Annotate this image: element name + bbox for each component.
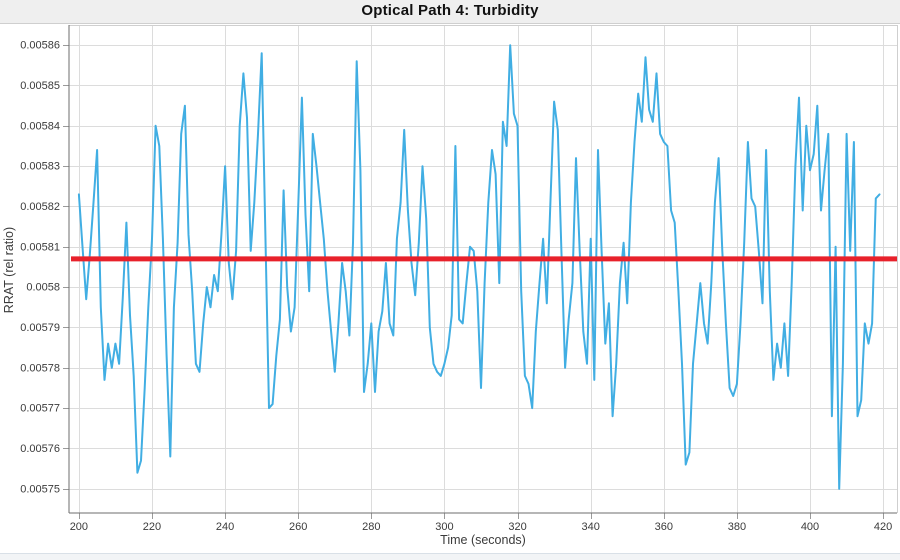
x-tick-label: 300 [435,521,453,533]
x-tick-label: 220 [143,521,161,533]
x-tick-label: 260 [289,521,307,533]
y-tick-label: 0.0058 [26,282,60,294]
y-tick-label: 0.00586 [20,40,60,52]
y-tick-label: 0.00584 [20,120,60,132]
y-tick-label: 0.00581 [20,241,60,253]
chart-title-bar: Optical Path 4: Turbidity [0,0,900,24]
y-tick-label: 0.00579 [20,322,60,334]
plot-border [69,25,898,513]
x-tick-label: 420 [874,521,892,533]
y-tick-label: 0.00577 [20,403,60,415]
x-tick-label: 400 [801,521,819,533]
x-axis-title: Time (seconds) [440,533,526,547]
y-tick-label: 0.00583 [20,161,60,173]
y-tick-label: 0.00582 [20,201,60,213]
x-tick-label: 280 [362,521,380,533]
footer-strip [0,553,900,560]
y-tick-label: 0.00575 [20,483,60,495]
x-tick-label: 240 [216,521,234,533]
x-tick-label: 340 [581,521,599,533]
data-series-line [77,44,881,490]
y-tick-label: 0.00576 [20,443,60,455]
x-tick-label: 320 [508,521,526,533]
tick-labels: 0.00575 0.00576 0.00577 0.00578 0.00579 0.005… [20,40,892,533]
y-axis-title: RRAT (rel ratio) [2,226,16,314]
y-tick-label: 0.00578 [20,362,60,374]
y-tick-label: 0.00585 [20,80,60,92]
x-tick-label: 380 [728,521,746,533]
x-tick-label: 360 [655,521,673,533]
axes [68,25,897,514]
plot-area [69,25,897,513]
chart-title: Optical Path 4: Turbidity [361,2,539,19]
x-tick-label: 200 [70,521,88,533]
tick-marks [63,45,884,519]
